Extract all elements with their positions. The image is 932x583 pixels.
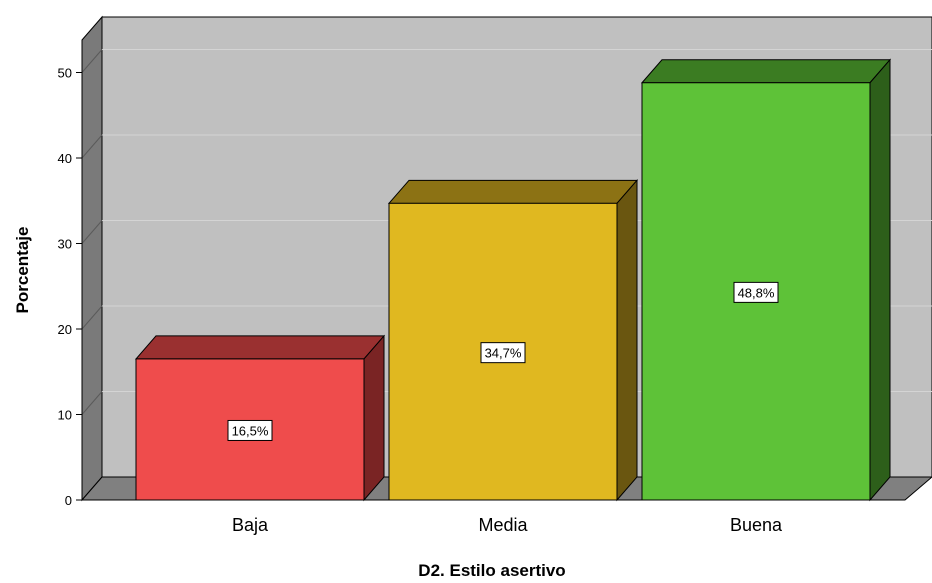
data-label-box xyxy=(227,419,273,441)
y-axis: 0 10 20 30 40 50 xyxy=(58,40,83,508)
bar-top xyxy=(387,179,639,204)
bar-top xyxy=(134,335,386,360)
data-label: 16,5% xyxy=(232,423,269,438)
y-tick-label: 30 xyxy=(58,237,72,252)
gridline-side xyxy=(81,49,103,73)
data-label-box xyxy=(480,342,526,364)
y-tick-label: 50 xyxy=(58,66,72,81)
gridline-side xyxy=(81,391,103,415)
data-label: 34,7% xyxy=(485,346,522,361)
y-tick-label: 10 xyxy=(58,408,72,423)
x-tick-label: Media xyxy=(478,515,528,535)
bar-side xyxy=(616,178,638,502)
bar-buena: 48,8% xyxy=(640,58,892,502)
bar-media: 34,7% xyxy=(387,178,639,502)
gridline-side xyxy=(81,305,103,330)
y-tick-label: 0 xyxy=(65,493,72,508)
gridline-side xyxy=(81,134,103,159)
y-tick-label: 20 xyxy=(58,322,72,337)
y-tick-label: 40 xyxy=(58,151,72,166)
bar-side xyxy=(869,58,891,502)
x-tick-label: Buena xyxy=(730,515,783,535)
bar-top xyxy=(640,59,892,84)
x-tick-label: Baja xyxy=(232,515,269,535)
data-label: 48,8% xyxy=(738,285,775,300)
data-label-box xyxy=(733,281,779,303)
y-axis-title: Porcentaje xyxy=(13,227,32,314)
bar-baja: 16,5% xyxy=(134,334,386,502)
bars: 16,5% 34,7% 48,8% xyxy=(134,58,892,502)
x-axis-title: D2. Estilo asertivo xyxy=(418,561,565,580)
bar-side xyxy=(363,334,385,502)
side-wall xyxy=(81,15,103,502)
gridline-side xyxy=(81,220,103,244)
x-axis: Baja Media Buena xyxy=(82,499,905,535)
